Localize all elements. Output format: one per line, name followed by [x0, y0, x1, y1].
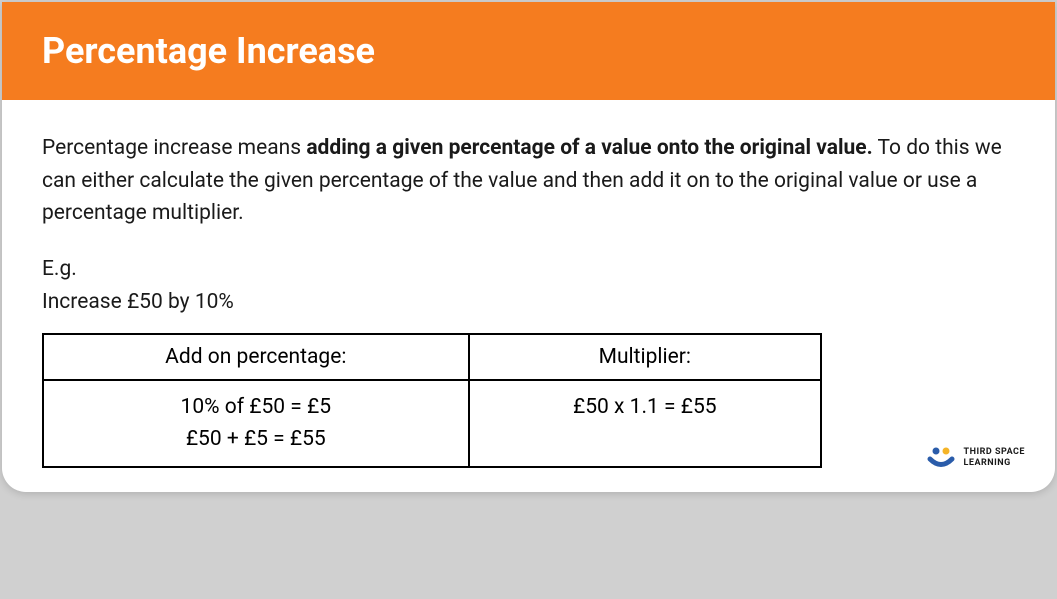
table-header-cell: Add on percentage:: [43, 334, 469, 380]
brand-logo-icon: [926, 446, 956, 470]
example-prompt: Increase £50 by 10%: [42, 287, 1015, 319]
info-card: Percentage Increase Percentage increase …: [2, 2, 1055, 492]
description-prefix: Percentage increase means: [42, 136, 306, 160]
description-paragraph: Percentage increase means adding a given…: [42, 132, 1015, 230]
brand-logo-text: THIRD SPACE LEARNING: [964, 447, 1025, 469]
brand-logo: THIRD SPACE LEARNING: [926, 446, 1025, 470]
card-header: Percentage Increase: [2, 2, 1055, 100]
description-bold: adding a given percentage of a value ont…: [306, 136, 872, 160]
card-title: Percentage Increase: [42, 30, 1015, 72]
table-row: 10% of £50 = £5£50 + £5 = £55 £50 x 1.1 …: [43, 380, 821, 467]
example-label: E.g.: [42, 254, 1015, 286]
card-content: Percentage increase means adding a given…: [2, 100, 1055, 492]
table-header-row: Add on percentage: Multiplier:: [43, 334, 821, 380]
brand-text-line2: LEARNING: [964, 458, 1025, 469]
table-cell: 10% of £50 = £5£50 + £5 = £55: [43, 380, 469, 467]
brand-text-line1: THIRD SPACE: [964, 447, 1025, 458]
table-cell: £50 x 1.1 = £55: [469, 380, 821, 467]
methods-table: Add on percentage: Multiplier: 10% of £5…: [42, 333, 822, 468]
table-header-cell: Multiplier:: [469, 334, 821, 380]
